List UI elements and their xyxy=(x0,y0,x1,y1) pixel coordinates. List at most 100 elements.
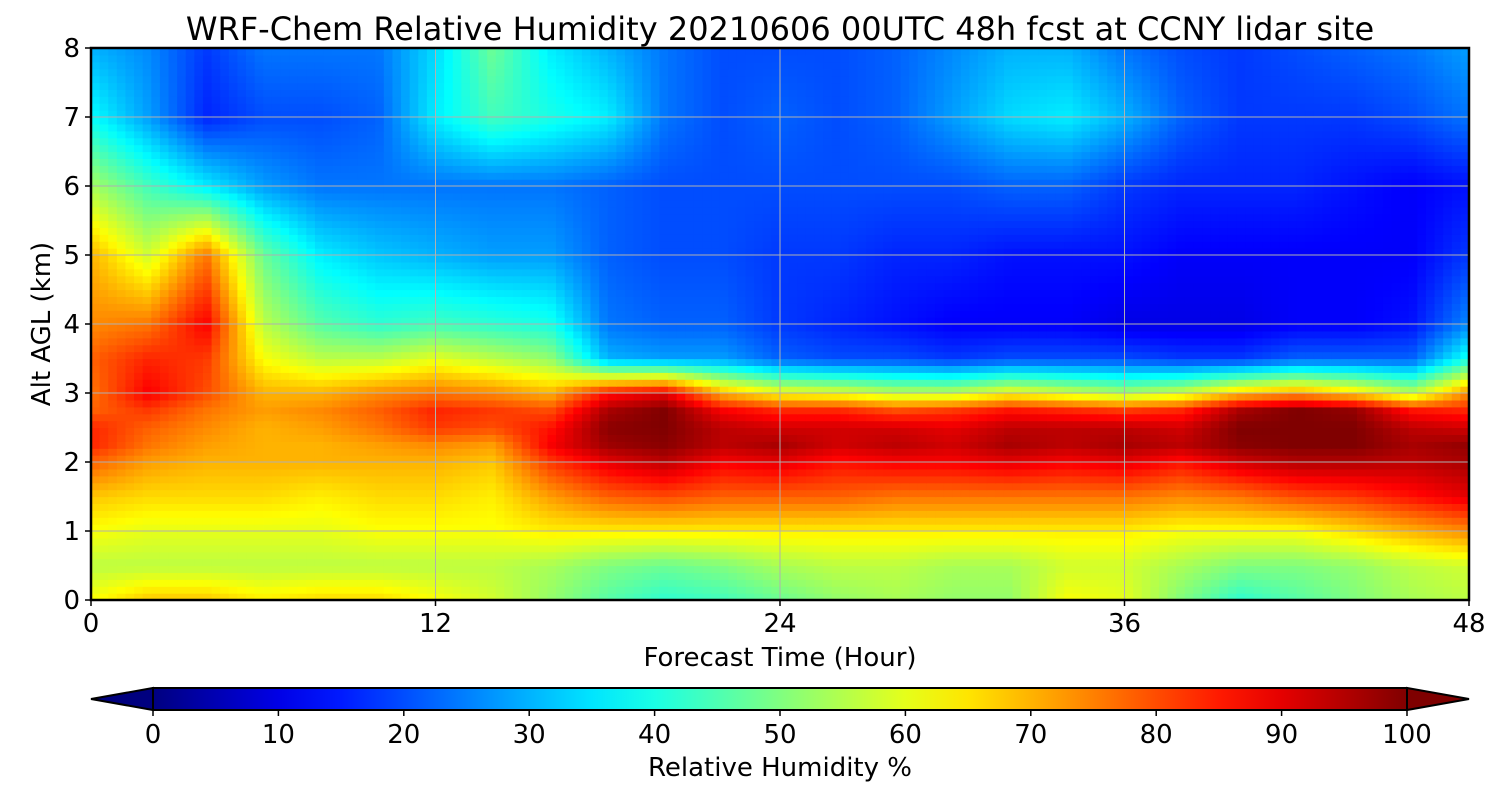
heatmap-cell xyxy=(478,565,488,573)
heatmap-cell xyxy=(1081,510,1091,518)
heatmap-cell xyxy=(556,462,566,470)
heatmap-cell xyxy=(624,434,635,442)
heatmap-cell xyxy=(461,413,471,422)
heatmap-cell xyxy=(1158,572,1169,580)
heatmap-cell xyxy=(771,434,781,442)
heatmap-cell xyxy=(978,593,988,600)
heatmap-cell xyxy=(314,558,325,567)
heatmap-cell xyxy=(401,475,411,484)
heatmap-cell xyxy=(392,468,402,477)
heatmap-cell xyxy=(969,413,979,422)
heatmap-cell xyxy=(1374,475,1384,484)
heatmap-cell xyxy=(1357,489,1367,498)
heatmap-cell xyxy=(564,393,574,401)
heatmap-cell xyxy=(547,517,557,525)
heatmap-cell xyxy=(504,489,514,498)
heatmap-cell xyxy=(469,503,480,511)
heatmap-cell xyxy=(831,434,841,442)
heatmap-cell xyxy=(823,551,833,560)
heatmap-cell xyxy=(814,482,824,491)
heatmap-cell xyxy=(487,544,497,553)
heatmap-cell xyxy=(444,468,454,477)
heatmap-cell xyxy=(745,441,755,449)
heatmap-cell xyxy=(134,413,144,422)
heatmap-cell xyxy=(1072,489,1083,498)
heatmap-cell xyxy=(659,448,669,456)
heatmap-cell xyxy=(461,475,471,484)
heatmap-cell xyxy=(177,496,187,504)
heatmap-cell xyxy=(91,551,101,560)
heatmap-cell xyxy=(1270,565,1281,573)
heatmap-cell xyxy=(91,586,101,594)
heatmap-cell xyxy=(1193,537,1203,546)
heatmap-cell xyxy=(1400,482,1410,491)
heatmap-cell xyxy=(168,593,178,600)
heatmap-cell xyxy=(771,593,781,600)
heatmap-cell xyxy=(1408,386,1418,394)
heatmap-cell xyxy=(487,537,497,546)
heatmap-cell xyxy=(349,510,359,518)
heatmap-cell xyxy=(202,579,213,587)
heatmap-cell xyxy=(142,558,152,567)
heatmap-cell xyxy=(900,462,910,470)
heatmap-cell xyxy=(693,462,704,470)
heatmap-cell xyxy=(159,531,170,539)
heatmap-cell xyxy=(366,558,376,567)
heatmap-cell xyxy=(1046,503,1057,511)
heatmap-cell xyxy=(883,462,893,470)
heatmap-cell xyxy=(616,524,626,532)
heatmap-cell xyxy=(599,579,609,587)
heatmap-cell xyxy=(220,544,230,553)
heatmap-cell xyxy=(616,406,626,415)
heatmap-cell xyxy=(504,558,514,567)
heatmap-cell xyxy=(246,393,256,401)
heatmap-cell xyxy=(375,482,385,491)
heatmap-cell xyxy=(745,482,755,491)
heatmap-cell xyxy=(616,579,626,587)
heatmap-cell xyxy=(366,393,376,401)
heatmap-cell xyxy=(1451,593,1461,600)
heatmap-cell xyxy=(642,482,652,491)
heatmap-cell xyxy=(1210,593,1220,600)
heatmap-cell xyxy=(762,517,772,525)
heatmap-cell xyxy=(943,475,953,484)
heatmap-cell xyxy=(797,441,807,449)
heatmap-cell xyxy=(1236,537,1246,546)
heatmap-cell xyxy=(659,386,669,394)
heatmap-cell xyxy=(521,586,531,594)
heatmap-cell xyxy=(1098,531,1108,539)
heatmap-cell xyxy=(573,496,583,504)
heatmap-cell xyxy=(521,420,531,429)
heatmap-cell xyxy=(943,558,953,567)
heatmap-cell xyxy=(547,537,557,546)
heatmap-cell xyxy=(909,386,919,394)
heatmap-cell xyxy=(116,544,127,553)
heatmap-cell xyxy=(547,489,557,498)
heatmap-cell xyxy=(1046,524,1057,532)
heatmap-cell xyxy=(228,489,239,498)
heatmap-cell xyxy=(642,537,652,546)
heatmap-cell xyxy=(495,455,505,463)
heatmap-cell xyxy=(375,468,385,477)
heatmap-cell xyxy=(900,455,910,463)
heatmap-cell xyxy=(1141,551,1151,560)
heatmap-cell xyxy=(1003,455,1014,463)
heatmap-cell xyxy=(659,462,669,470)
heatmap-cell xyxy=(530,565,540,573)
heatmap-cell xyxy=(762,572,772,580)
heatmap-cell xyxy=(1262,593,1272,600)
heatmap-cell xyxy=(547,544,557,553)
heatmap-cell xyxy=(1012,579,1022,587)
heatmap-cell xyxy=(383,524,394,532)
heatmap-cell xyxy=(693,386,704,394)
heatmap-cell xyxy=(883,399,893,408)
heatmap-cell xyxy=(461,517,471,525)
heatmap-cell xyxy=(185,482,195,491)
heatmap-cell xyxy=(728,593,738,600)
heatmap-cell xyxy=(340,496,350,504)
heatmap-cell xyxy=(202,586,213,594)
heatmap-cell xyxy=(478,503,488,511)
heatmap-cell xyxy=(401,531,411,539)
heatmap-cell xyxy=(693,517,704,525)
heatmap-cell xyxy=(607,475,617,484)
